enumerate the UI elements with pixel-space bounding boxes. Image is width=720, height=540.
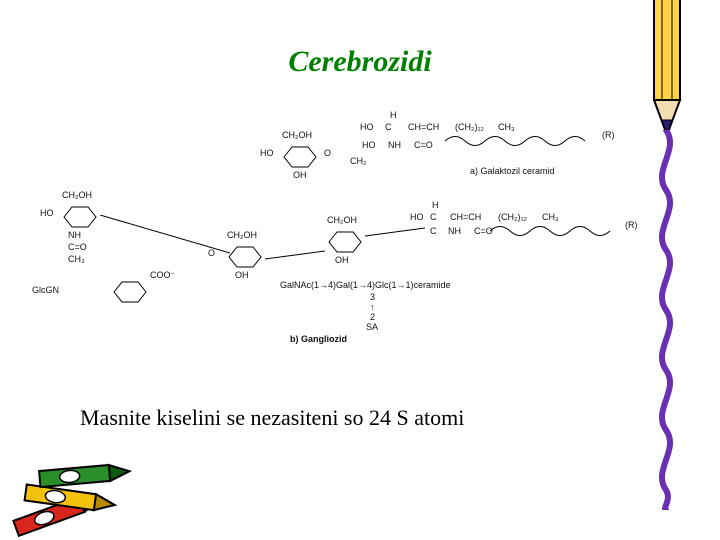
crayons-icon [5,460,165,540]
diagram-caption-b: b) Gangliozid [290,334,347,344]
chem-text: OH [235,270,249,280]
chem-text: H [390,110,397,120]
chain-label: ↑ [370,302,375,312]
chem-text: HO [40,208,54,218]
sugar-ring [110,280,150,304]
chem-text: GlcGN [32,285,59,295]
body-text: Masnite kiselini se nezasiteni so 24 S a… [80,405,464,431]
chem-text: C=O [68,242,87,252]
chem-text: CH₂OH [227,230,257,240]
chem-text: CH₃ [542,212,559,222]
chain-label: SA [366,322,378,332]
chem-text: (R) [602,130,615,140]
diagram-caption-a: a) Galaktozil ceramid [470,166,555,176]
chem-text: OH [293,170,307,180]
chem-text: C [430,226,437,236]
chain-label: 3 [370,292,375,302]
chem-text: C [430,212,437,222]
chem-text: COO⁻ [150,270,175,281]
bond-line [365,225,425,237]
chem-text: CH=CH [408,122,439,132]
sugar-ring [225,245,265,269]
sugar-ring [60,205,100,229]
chem-text: NH [68,230,81,240]
bond-line [265,248,325,260]
chem-text: O [208,248,215,258]
chem-text: CH₃ [498,122,515,132]
chemical-diagram: H HO C CH=CH (CH₂)₁₂ CH₃ HO NH C=O CH₂ C… [50,130,650,330]
sugar-ring [325,230,365,254]
fatty-chain [445,132,595,150]
chem-text: C=O [414,140,433,150]
chem-text: CH₂OH [327,215,357,225]
chain-label: GalNAc(1→4)Gal(1→4)Glc(1→1)ceramide [280,280,451,290]
chem-text: HO [362,140,376,150]
chem-text: C [385,122,392,132]
fatty-chain [490,222,620,240]
chem-text: CH₂OH [282,130,312,140]
chem-text: O [324,148,331,158]
chain-label: 2 [370,312,375,322]
chem-text: H [432,200,439,210]
chem-text: HO [410,212,424,222]
chem-text: CH₂ [350,156,367,166]
chem-text: HO [260,148,274,158]
squiggle-icon [652,130,680,510]
pencil-icon [644,0,690,140]
chem-text: NH [388,140,401,150]
chem-text: (CH₂)₁₂ [498,212,527,222]
chem-text: (R) [625,220,638,230]
chem-text: NH [448,226,461,236]
chem-text: HO [360,122,374,132]
chem-text: (CH₂)₁₂ [455,122,484,132]
chem-text: OH [335,255,349,265]
slide: Cerebrozidi H HO C CH=CH (CH₂)₁₂ CH₃ HO … [0,0,720,540]
chem-text: CH=CH [450,212,481,222]
chem-text: CH₂OH [62,190,92,200]
chem-text: CH₃ [68,254,85,264]
sugar-ring [280,145,320,169]
page-title: Cerebrozidi [0,45,720,79]
